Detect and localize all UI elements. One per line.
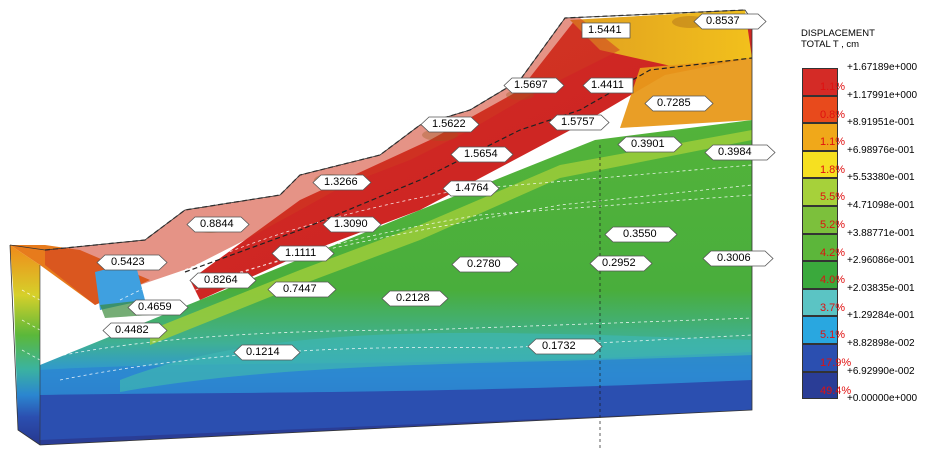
legend-band-swatch (802, 233, 838, 262)
legend-band-swatch (802, 95, 838, 124)
legend-value: +1.17991e+000 (847, 89, 918, 101)
legend-value: +6.92990e-002 (847, 365, 915, 377)
legend-band-swatch (802, 288, 838, 317)
legend-band-swatch (802, 261, 838, 289)
legend-value: +3.88771e-001 (847, 227, 915, 239)
legend-value: +5.53380e-001 (847, 172, 915, 184)
legend-value: +2.96086e-001 (847, 255, 915, 267)
legend-title-line-2: TOTAL T , cm (801, 39, 860, 50)
legend-band-percent: 4.0% (820, 274, 846, 287)
legend-value: +8.91951e-001 (847, 117, 915, 129)
legend-band-swatch (802, 123, 838, 151)
legend-band-percent: 5.5% (820, 191, 846, 204)
legend-title-line-1: DISPLACEMENT (801, 28, 875, 39)
legend-band-percent: 1.8% (820, 163, 846, 176)
legend-band-swatch (802, 316, 838, 344)
legend-value: +4.71098e-001 (847, 200, 915, 211)
legend-band-swatch (802, 178, 838, 206)
legend-band-percent: 0.8% (820, 108, 846, 121)
legend-title: DISPLACEMENT TOTAL T , cm (801, 28, 875, 50)
legend-value: +1.67189e+000 (847, 62, 918, 73)
legend-band-swatch (802, 344, 838, 372)
legend-band-swatch (802, 371, 838, 400)
legend-value: +0.00000e+000 (847, 393, 918, 405)
legend-band-swatch (802, 206, 838, 234)
legend-band-percent: 1.1% (820, 136, 846, 149)
legend-value: +6.98976e-001 (847, 144, 915, 156)
legend-band-swatch (802, 150, 838, 179)
displacement-legend: DISPLACEMENT TOTAL T , cm 1.1% 0.8% 1.1% 1.… (795, 28, 951, 448)
legend-band-percent: 5.1% (820, 329, 846, 342)
legend-value: +2.03835e-001 (847, 282, 915, 294)
legend-value: +8.82898e-002 (847, 338, 915, 349)
legend-band-swatch (802, 68, 838, 96)
legend-band-percent: 5.2% (820, 219, 846, 231)
legend-value: +1.29284e-001 (847, 310, 915, 322)
legend-band-percent: 4.2% (820, 246, 846, 259)
legend-band-percent: 1.1% (820, 81, 846, 93)
legend-band-percent: 17.9% (820, 357, 852, 369)
legend-band-percent: 49.4% (820, 384, 852, 397)
legend-band-percent: 3.7% (820, 301, 846, 314)
